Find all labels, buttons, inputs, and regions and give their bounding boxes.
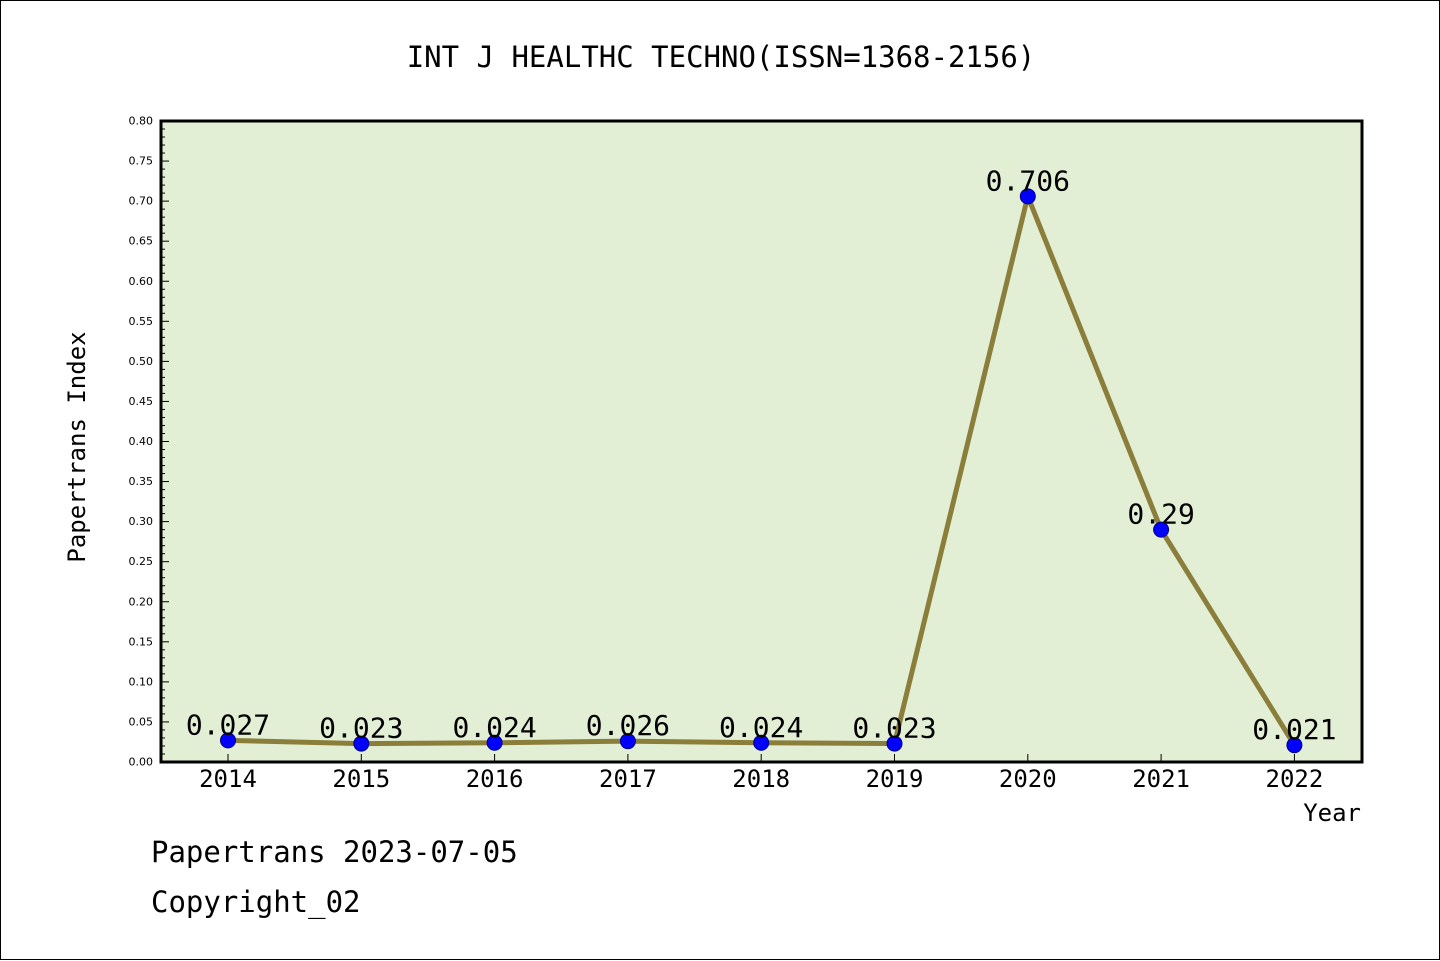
data-label: 0.021: [1252, 713, 1336, 746]
y-tick-label: 0.20: [129, 595, 154, 608]
y-tick-label: 0.70: [129, 195, 154, 208]
y-tick-label: 0.15: [129, 635, 154, 648]
y-tick-label: 0.30: [129, 515, 154, 528]
x-tick-label: 2015: [332, 765, 390, 793]
data-label: 0.023: [319, 712, 403, 745]
data-point: [753, 734, 770, 751]
y-tick-label: 0.65: [129, 235, 154, 248]
data-label: 0.024: [719, 711, 803, 744]
series-layer: 0.027 0.023 0.024 0.026 0.024 0.023 0.706 0.29 0…: [186, 164, 1337, 754]
y-tick-label: 0.45: [129, 395, 154, 408]
footer-copyright-text: Copyright_02: [151, 885, 361, 919]
y-axis-label: Papertrans Index: [63, 331, 91, 562]
y-axis: 0.00 0.05 0.10 0.15 0.20 0.25 0.30 0.35 0.40 0.45…: [129, 115, 169, 769]
y-tick-label: 0.25: [129, 555, 154, 568]
x-tick-label: 2021: [1132, 765, 1190, 793]
x-axis: 2014 2015 2016 2017 2018 2019 2020 2021 2022: [199, 754, 1323, 793]
x-tick-label: 2022: [1266, 765, 1324, 793]
data-point: [486, 734, 503, 751]
x-tick-label: 2020: [999, 765, 1057, 793]
data-label: 0.023: [852, 712, 936, 745]
y-tick-label: 0.80: [129, 115, 154, 128]
y-tick-label: 0.75: [129, 155, 154, 168]
y-tick-label: 0.35: [129, 475, 154, 488]
chart-title: INT J HEALTHC TECHNO(ISSN=1368-2156): [407, 40, 1036, 74]
data-point: [619, 733, 636, 750]
data-point: [220, 732, 236, 749]
x-axis-label: Year: [1303, 799, 1361, 827]
y-tick-label: 0.00: [129, 756, 154, 769]
x-tick-label: 2017: [599, 765, 657, 793]
data-label: 0.024: [452, 711, 536, 744]
x-tick-label: 2019: [866, 765, 924, 793]
y-tick-label: 0.10: [129, 675, 154, 688]
data-point: [1286, 737, 1303, 754]
plot-area: [159, 119, 1364, 764]
data-point: [1019, 188, 1036, 205]
data-point: [1153, 521, 1170, 538]
y-tick-label: 0.60: [129, 275, 154, 288]
x-tick-label: 2014: [199, 765, 257, 793]
y-tick-label: 0.55: [129, 315, 154, 328]
data-point: [353, 735, 370, 752]
x-tick-label: 2016: [466, 765, 524, 793]
data-label: 0.706: [986, 164, 1070, 197]
data-label: 0.026: [586, 709, 670, 742]
y-tick-label: 0.05: [129, 715, 154, 728]
y-tick-label: 0.50: [129, 355, 154, 368]
y-tick-label: 0.40: [129, 435, 154, 448]
data-point: [886, 735, 903, 752]
x-tick-label: 2018: [732, 765, 790, 793]
data-label: 0.29: [1127, 498, 1194, 531]
data-label: 0.027: [186, 708, 270, 741]
footer-date-text: Papertrans 2023-07-05: [151, 835, 518, 869]
